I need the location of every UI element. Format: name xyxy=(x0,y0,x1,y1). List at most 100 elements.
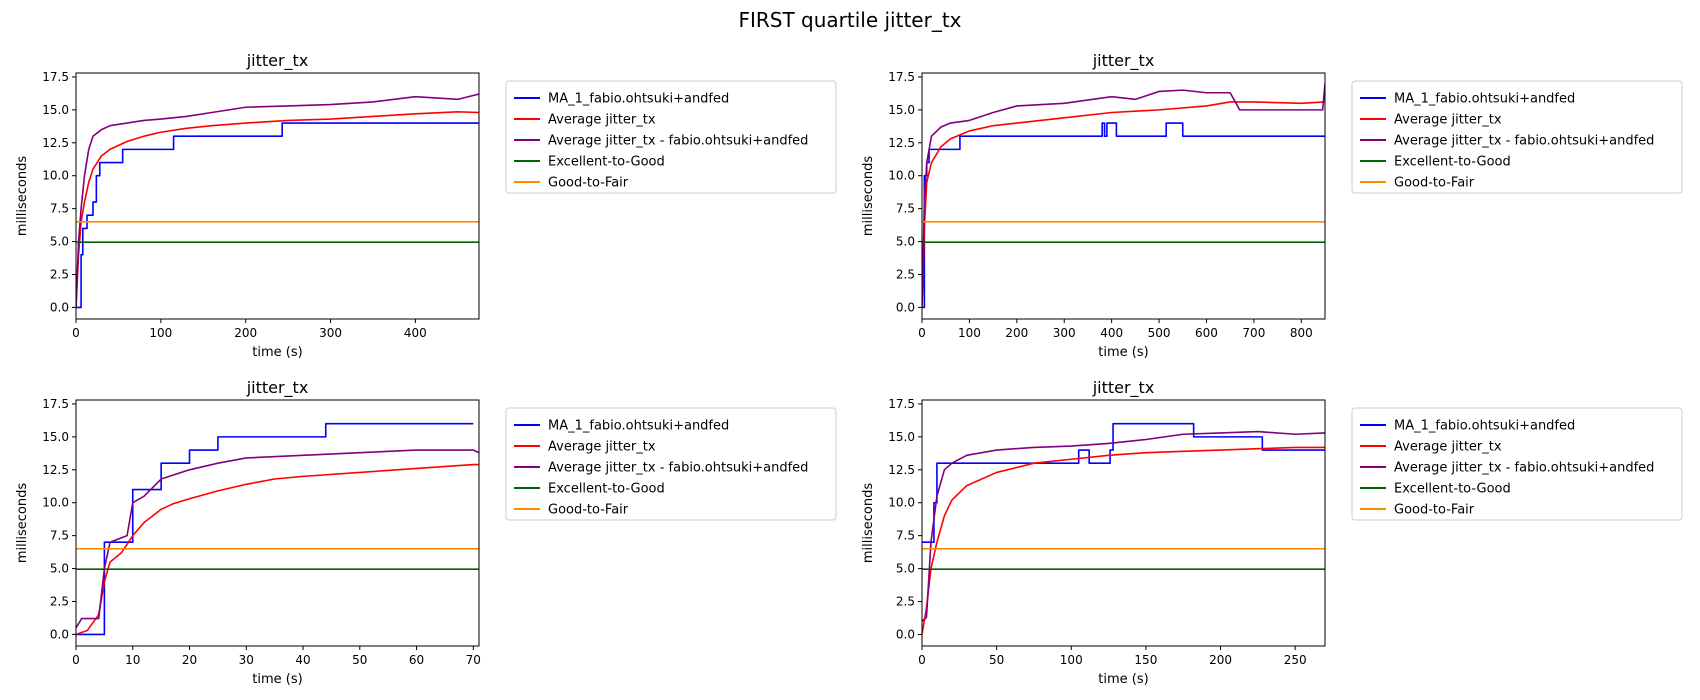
legend-label: Average jitter_tx - fabio.ohtsuki+andfed xyxy=(548,461,808,476)
x-tick-label: 50 xyxy=(352,653,367,667)
y-tick-label: 12.5 xyxy=(888,136,915,150)
x-tick-label: 20 xyxy=(182,653,197,667)
series-line-2 xyxy=(922,101,1325,308)
x-tick-label: 0 xyxy=(72,653,80,667)
subplot-1: jitter_tx 0 100 200 300 400 0.0 2.5 5.0 7.5 10.0 12… xyxy=(15,51,837,360)
y-tick-label: 17.5 xyxy=(42,70,69,84)
x-tick-label: 10 xyxy=(125,653,140,667)
y-tick-label: 15.0 xyxy=(888,430,915,444)
y-tick-label: 17.5 xyxy=(888,397,915,411)
y-tick-label: 2.5 xyxy=(896,594,915,608)
x-tick-label: 30 xyxy=(239,653,254,667)
legend: MA_1_fabio.ohtsuki+andfed Average jitter_… xyxy=(505,80,837,194)
legend-label: Average jitter_tx xyxy=(1394,113,1502,128)
y-tick-label: 15.0 xyxy=(42,430,69,444)
legend-label: Excellent-to-Good xyxy=(1394,155,1511,170)
legend-box xyxy=(1351,407,1683,521)
x-tick-label: 200 xyxy=(1005,326,1028,340)
y-tick-label: 2.5 xyxy=(50,594,69,608)
series-line-2 xyxy=(76,111,479,308)
y-tick-label: 5.0 xyxy=(896,235,915,249)
y-tick-label: 0.0 xyxy=(896,300,915,314)
y-tick-label: 0.0 xyxy=(50,627,69,641)
y-axis-label: milliseconds xyxy=(861,483,876,563)
legend-label: Good-to-Fair xyxy=(548,176,629,191)
x-tick-label: 100 xyxy=(1060,653,1083,667)
series-line-1 xyxy=(922,422,1325,544)
x-tick-label: 400 xyxy=(1100,326,1123,340)
axes-frame xyxy=(921,399,1326,647)
y-tick-label: 5.0 xyxy=(896,562,915,576)
subplot-4: jitter_tx 0 50 100 150 200 250 0.0 2.5 5.0 7.5 10.0… xyxy=(861,378,1683,687)
x-tick-label: 0 xyxy=(918,326,926,340)
y-tick-label: 2.5 xyxy=(896,267,915,281)
x-axis-label: time (s) xyxy=(1098,672,1148,687)
series-line-1 xyxy=(76,122,479,309)
legend-label: MA_1_fabio.ohtsuki+andfed xyxy=(1394,419,1575,434)
figure-title: FIRST quartile jitter_tx xyxy=(738,8,962,32)
axes-frame xyxy=(921,72,1326,320)
legend-label: Excellent-to-Good xyxy=(548,155,665,170)
legend-label: Excellent-to-Good xyxy=(1394,482,1511,497)
y-tick-label: 7.5 xyxy=(50,529,69,543)
y-tick-label: 10.0 xyxy=(42,496,69,510)
x-tick-label: 0 xyxy=(918,653,926,667)
x-tick-label: 40 xyxy=(295,653,310,667)
legend: MA_1_fabio.ohtsuki+andfed Average jitter_… xyxy=(1351,407,1683,521)
legend-label: Average jitter_tx xyxy=(548,440,656,455)
x-tick-label: 50 xyxy=(989,653,1004,667)
x-tick-label: 500 xyxy=(1148,326,1171,340)
legend-label: Excellent-to-Good xyxy=(548,482,665,497)
y-tick-label: 5.0 xyxy=(50,562,69,576)
series-line-1 xyxy=(922,122,1325,309)
y-tick-label: 2.5 xyxy=(50,267,69,281)
legend-box xyxy=(505,80,837,194)
x-tick-label: 250 xyxy=(1284,653,1307,667)
x-tick-label: 300 xyxy=(319,326,342,340)
series-lines xyxy=(76,93,479,309)
subplot-title: jitter_tx xyxy=(246,51,309,71)
x-tick-label: 700 xyxy=(1242,326,1265,340)
legend-label: Good-to-Fair xyxy=(1394,176,1475,191)
legend-label: Average jitter_tx - fabio.ohtsuki+andfed xyxy=(548,134,808,149)
y-tick-label: 10.0 xyxy=(42,169,69,183)
subplot-2: jitter_tx 0 100 200 300 400 500 600 700 800 0.0 2.5… xyxy=(861,51,1683,360)
y-tick-label: 12.5 xyxy=(42,463,69,477)
y-tick-label: 0.0 xyxy=(896,627,915,641)
series-line-3 xyxy=(76,449,479,629)
y-tick-label: 15.0 xyxy=(888,103,915,117)
subplot-3: jitter_tx 0 10 20 30 40 50 60 70 0.0 2.5 5.0 7.5 10.0… xyxy=(15,378,837,687)
subplot-title: jitter_tx xyxy=(1092,378,1155,398)
series-lines xyxy=(922,83,1325,309)
x-tick-label: 400 xyxy=(404,326,427,340)
legend-label: Average jitter_tx - fabio.ohtsuki+andfed xyxy=(1394,134,1654,149)
y-tick-label: 12.5 xyxy=(888,463,915,477)
legend-label: Good-to-Fair xyxy=(1394,503,1475,518)
legend-label: Average jitter_tx xyxy=(548,113,656,128)
x-tick-label: 300 xyxy=(1053,326,1076,340)
series-line-2 xyxy=(76,463,479,636)
x-tick-label: 100 xyxy=(958,326,981,340)
legend-label: Average jitter_tx - fabio.ohtsuki+andfed xyxy=(1394,461,1654,476)
x-axis-label: time (s) xyxy=(252,345,302,360)
legend-box xyxy=(1351,80,1683,194)
series-line-3 xyxy=(76,93,479,308)
subplot-title: jitter_tx xyxy=(246,378,309,398)
y-tick-label: 10.0 xyxy=(888,496,915,510)
y-tick-label: 15.0 xyxy=(42,103,69,117)
series-line-2 xyxy=(922,446,1325,635)
axes-frame xyxy=(75,72,480,320)
x-tick-label: 0 xyxy=(72,326,80,340)
series-line-1 xyxy=(76,422,474,636)
series-lines xyxy=(76,422,479,636)
y-tick-label: 12.5 xyxy=(42,136,69,150)
legend: MA_1_fabio.ohtsuki+andfed Average jitter_… xyxy=(1351,80,1683,194)
legend-label: Average jitter_tx xyxy=(1394,440,1502,455)
legend-label: MA_1_fabio.ohtsuki+andfed xyxy=(548,92,729,107)
x-tick-label: 800 xyxy=(1290,326,1313,340)
y-tick-label: 10.0 xyxy=(888,169,915,183)
legend: MA_1_fabio.ohtsuki+andfed Average jitter_… xyxy=(505,407,837,521)
y-tick-label: 7.5 xyxy=(896,202,915,216)
x-axis-label: time (s) xyxy=(252,672,302,687)
